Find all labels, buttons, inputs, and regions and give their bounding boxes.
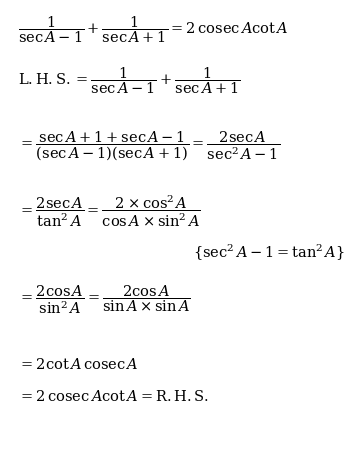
Text: $=2\cot A\,\mathrm{cosec}\,A$: $=2\cot A\,\mathrm{cosec}\,A$ [18, 356, 138, 371]
Text: $=\dfrac{2\cos A}{\sin^2 A}=\dfrac{2\cos A}{\sin A\times\sin A}$: $=\dfrac{2\cos A}{\sin^2 A}=\dfrac{2\cos… [18, 282, 191, 315]
Text: $=2\,\mathrm{cosec}\,A\cot A=\mathrm{R.H.S.}$: $=2\,\mathrm{cosec}\,A\cot A=\mathrm{R.H… [18, 388, 209, 403]
Text: $\{\sec^2 A-1=\tan^2 A\}$: $\{\sec^2 A-1=\tan^2 A\}$ [193, 242, 345, 263]
Text: $\dfrac{1}{\sec A-1}+\dfrac{1}{\sec A+1}=2\,\mathrm{cosec}\,A\cot A$: $\dfrac{1}{\sec A-1}+\dfrac{1}{\sec A+1}… [18, 15, 289, 45]
Text: $\mathrm{L.H.S.}=\dfrac{1}{\sec A-1}+\dfrac{1}{\sec A+1}$: $\mathrm{L.H.S.}=\dfrac{1}{\sec A-1}+\df… [18, 66, 241, 96]
Text: $=\dfrac{2\sec A}{\tan^2 A}=\dfrac{2\times\cos^2 A}{\cos A\times\sin^2 A}$: $=\dfrac{2\sec A}{\tan^2 A}=\dfrac{2\tim… [18, 193, 200, 228]
Text: $=\dfrac{\sec A+1+\sec A-1}{(\sec A-1)(\sec A+1)}=\dfrac{2\sec A}{\sec^2 A-1}$: $=\dfrac{\sec A+1+\sec A-1}{(\sec A-1)(\… [18, 129, 280, 163]
